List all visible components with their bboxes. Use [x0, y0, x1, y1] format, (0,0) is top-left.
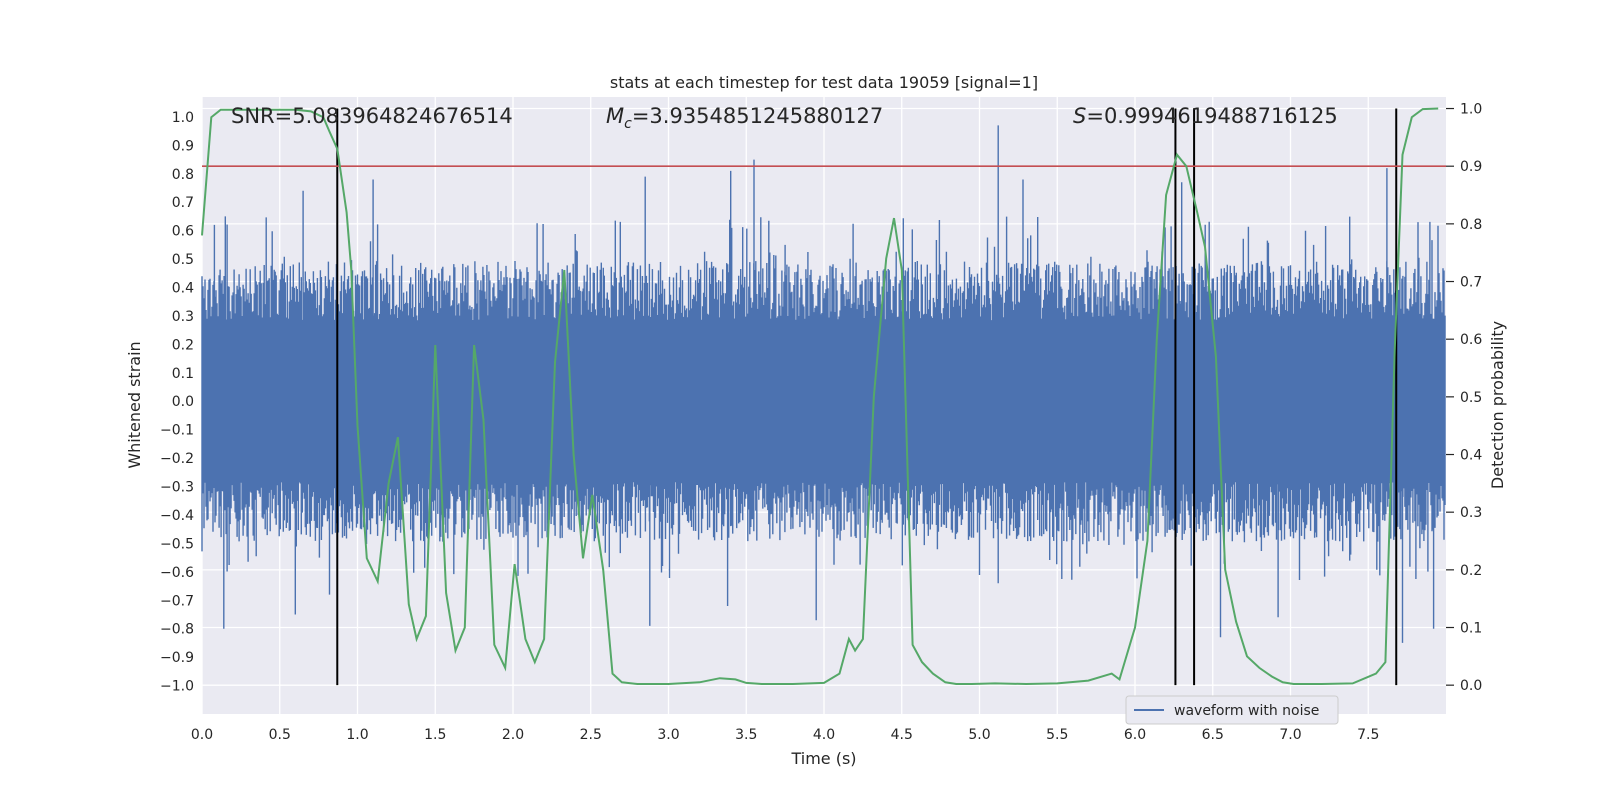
- x-tick-label: 4.5: [891, 727, 913, 743]
- y-left-axis-ticks: 1.0 0.9 0.8 0.7 0.6 0.5 0.4 0.3 0.2 0.1 0.0 −0.1 −0.…: [160, 110, 194, 695]
- x-tick-label: 1.0: [346, 727, 368, 743]
- detection-vertical-lines: [336, 108, 1398, 686]
- x-tick-label: 5.5: [1046, 727, 1068, 743]
- score-annotation: S=0.9994619488716125: [1073, 104, 1338, 128]
- x-axis-ticks: 0.0 0.5 1.0 1.5 2.0 2.5 3.0 3.5 4.0 4.5 5.0 5.5 6.0 6…: [191, 727, 1380, 743]
- y-left-tick-label: −0.5: [160, 536, 194, 552]
- legend-box: [1125, 695, 1339, 725]
- x-tick-label: 2.0: [502, 727, 524, 743]
- chirp-mass-value: =3.9354851245880127: [632, 104, 883, 128]
- y-right-tick-label: 0.8: [1460, 217, 1482, 233]
- chirp-mass-symbol: M: [606, 104, 624, 128]
- x-tick-label: 0.0: [191, 727, 213, 743]
- x-tick-label: 6.5: [1202, 727, 1224, 743]
- x-tick-label: 4.0: [813, 727, 835, 743]
- x-tick-label: 3.0: [657, 727, 679, 743]
- y-left-tick-label: 1.0: [172, 110, 194, 126]
- legend: waveform with noise: [1125, 695, 1339, 725]
- y-left-axis-label: Whitened strain: [125, 341, 144, 468]
- y-right-tick-label: 0.5: [1460, 390, 1482, 406]
- y-left-tick-label: 0.1: [172, 366, 194, 382]
- y-left-tick-label: 0.6: [172, 224, 194, 240]
- y-right-tick-label: 0.2: [1460, 563, 1482, 579]
- x-tick-label: 5.0: [968, 727, 990, 743]
- detection-probability-line: [201, 107, 1439, 686]
- y-right-tick-label: 0.7: [1460, 275, 1482, 291]
- y-left-tick-label: 0.8: [172, 167, 194, 183]
- y-right-tick-label: 0.9: [1460, 159, 1482, 175]
- chart-title: stats at each timestep for test data 190…: [610, 73, 1038, 92]
- y-left-tick-label: −0.1: [160, 423, 194, 439]
- score-value: =0.9994619488716125: [1086, 104, 1337, 128]
- y-left-tick-label: 0.0: [172, 394, 194, 410]
- y-left-tick-label: −0.7: [160, 593, 194, 609]
- x-tick-label: 1.5: [424, 727, 446, 743]
- score-symbol: S: [1073, 104, 1086, 128]
- y-right-tick-label: 0.6: [1460, 332, 1482, 348]
- legend-label: waveform with noise: [1174, 703, 1319, 719]
- y-left-tick-label: 0.9: [172, 138, 194, 154]
- y-left-tick-label: −0.6: [160, 565, 194, 581]
- y-left-tick-label: 0.5: [172, 252, 194, 268]
- x-tick-label: 3.5: [735, 727, 757, 743]
- y-right-tick-label: 0.0: [1460, 678, 1482, 694]
- x-axis-label: Time (s): [790, 749, 856, 768]
- y-right-axis-ticks: 1.0 0.9 0.8 0.7 0.6 0.5 0.4 0.3 0.2 0.1 0.0: [1446, 102, 1482, 694]
- y-left-tick-label: −0.8: [160, 622, 194, 638]
- x-tick-label: 7.0: [1279, 727, 1301, 743]
- y-left-tick-label: −0.9: [160, 650, 194, 666]
- y-left-tick-label: 0.2: [172, 337, 194, 353]
- chirp-mass-subscript: c: [624, 116, 632, 132]
- x-tick-label: 7.5: [1357, 727, 1379, 743]
- y-left-tick-label: −1.0: [160, 679, 194, 695]
- y-right-tick-label: 0.4: [1460, 448, 1482, 464]
- y-left-tick-label: −0.3: [160, 480, 194, 496]
- y-right-tick-label: 0.1: [1460, 621, 1482, 637]
- x-tick-label: 6.0: [1124, 727, 1146, 743]
- y-left-tick-label: −0.4: [160, 508, 194, 524]
- y-right-tick-label: 0.3: [1460, 505, 1482, 521]
- chirp-mass-annotation: Mc=3.9354851245880127: [606, 104, 883, 132]
- y-left-tick-label: 0.7: [172, 195, 194, 211]
- y-right-axis-label: Detection probability: [1488, 321, 1507, 489]
- y-left-tick-label: 0.4: [172, 281, 194, 297]
- y-left-tick-label: 0.3: [172, 309, 194, 325]
- x-tick-label: 2.5: [580, 727, 602, 743]
- x-tick-label: 0.5: [269, 727, 291, 743]
- y-left-tick-label: −0.2: [160, 451, 194, 467]
- y-right-tick-label: 1.0: [1460, 102, 1482, 118]
- snr-annotation: SNR=5.083964824676514: [231, 104, 513, 128]
